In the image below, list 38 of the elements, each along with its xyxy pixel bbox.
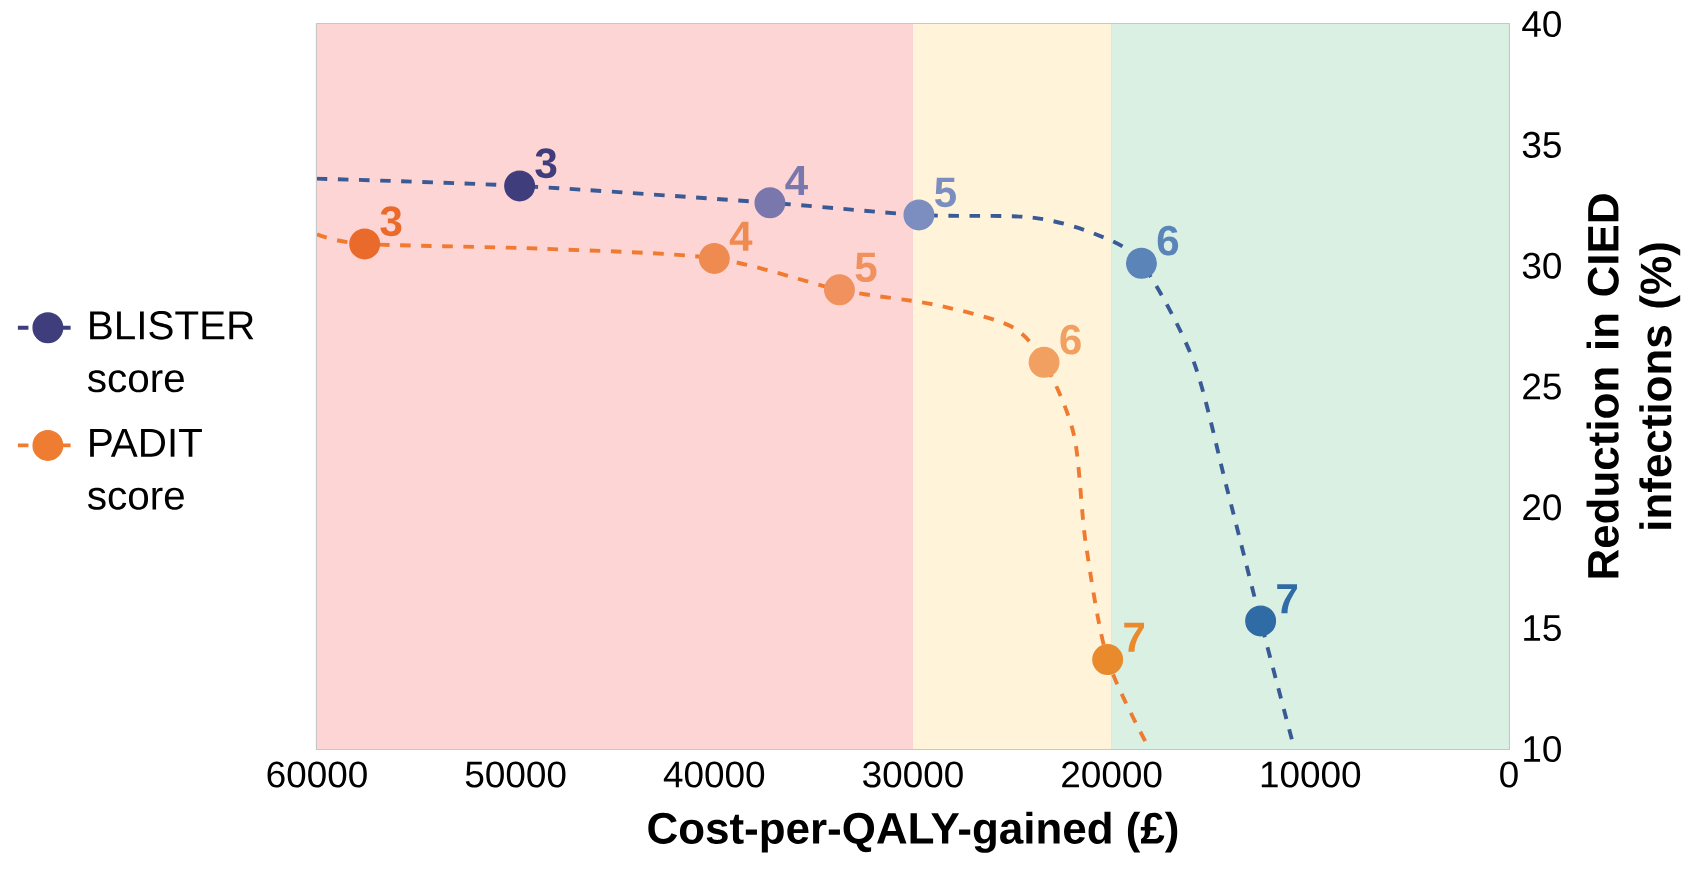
y-tick-label: 15 — [1524, 615, 1561, 642]
annotation: 3 — [535, 148, 557, 179]
x-tick-label: 60000 — [267, 761, 367, 788]
y-tick-label: 10 — [1524, 735, 1561, 763]
y-tick-label: 35 — [1522, 131, 1561, 158]
point — [1125, 247, 1157, 279]
annotation: 5 — [935, 177, 956, 208]
point — [1245, 605, 1277, 637]
point — [349, 228, 381, 260]
y-tick-label: 40 — [1522, 10, 1561, 38]
annotation: 3 — [380, 206, 402, 237]
annotation: 4 — [729, 221, 753, 251]
x-axis-title: Cost-per-QALY-gained (£) — [648, 811, 1178, 853]
annotation: 4 — [785, 166, 808, 196]
annotation: 6 — [1060, 324, 1081, 355]
x-tick-label: 30000 — [863, 761, 963, 788]
legend-label: PADIT score — [87, 428, 202, 510]
x-tick-label: 0 — [1500, 761, 1518, 788]
point — [903, 199, 935, 231]
y-tick-label: 25 — [1523, 373, 1561, 400]
point — [1028, 346, 1060, 378]
x-tick-label: 40000 — [663, 761, 765, 788]
annotation: 7 — [1124, 622, 1145, 652]
annotation: 7 — [1277, 584, 1297, 614]
point — [754, 187, 786, 219]
point — [824, 274, 855, 306]
annotation: 6 — [1157, 225, 1179, 256]
y-tick-label: 30 — [1522, 252, 1561, 279]
x-tick-label: 10000 — [1261, 761, 1361, 788]
annotation: 5 — [855, 252, 877, 283]
point — [698, 242, 730, 274]
y-tick-label: 20 — [1523, 494, 1561, 521]
point — [504, 170, 536, 202]
x-tick-label: 20000 — [1062, 761, 1162, 788]
x-tick-label: 50000 — [465, 761, 566, 788]
y-axis-title: Reduction in CIED infections (%) — [1586, 194, 1681, 578]
point — [1092, 644, 1124, 676]
legend-label: BLISTER score — [87, 311, 254, 393]
